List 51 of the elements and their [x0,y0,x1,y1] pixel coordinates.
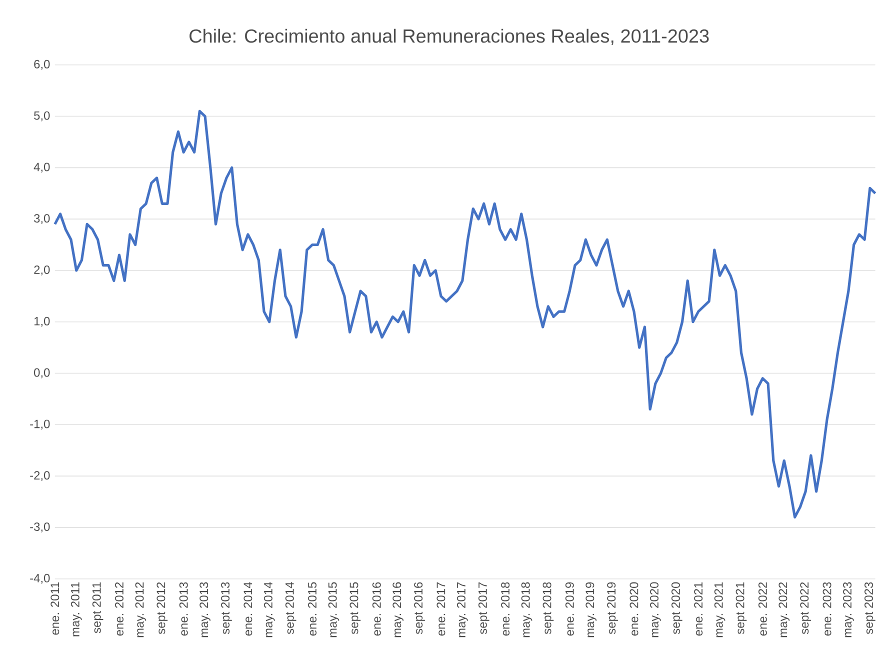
x-tick-label: may. 2021 [714,582,726,638]
x-tick-label: ene. 2021 [694,582,703,636]
x-tick-label: sept 2023 [864,582,876,634]
x-tick-label: ene. 2023 [822,582,832,636]
x-tick-label: may. 2020 [650,582,661,638]
y-tick-label: 6,0 [34,60,50,70]
x-tick-label: ene. 2017 [436,582,446,636]
x-tick-label: may. 2014 [264,582,275,638]
y-tick-label: 0,0 [34,368,50,378]
x-tick-label: ene. 2016 [372,582,381,636]
chart-title: Chile: Crecimiento anual Remuneraciones Reales, 2011-2023 [190,28,709,46]
y-tick-label: 4,0 [34,162,50,173]
x-tick-label: ene. 2011 [50,582,60,635]
x-tick-label: may. 2013 [200,582,210,638]
x-tick-label: sept 2020 [671,582,682,634]
x-tick-label: ene. 2014 [244,582,252,636]
x-tick-label: sept 2017 [478,582,490,634]
x-tick-label: may. 2012 [135,582,146,638]
x-tick-label: ene. 2020 [630,582,638,636]
x-tick-label: sept 2021 [736,582,747,634]
x-tick-label: may. 2023 [843,582,854,638]
x-tick-label: sept 2011 [92,582,104,634]
y-tick-label: -2,0 [30,471,50,482]
x-tick-label: may. 2019 [586,582,597,638]
x-tick-label: sept 2014 [285,582,296,634]
x-tick-label: sept 2016 [414,582,425,634]
x-tick-label: may. 2016 [392,582,404,638]
x-tick-label: sept 2019 [607,582,618,634]
x-tick-label: ene. 2018 [501,582,510,636]
x-tick-label: sept 2012 [156,582,168,634]
x-tick-label: ene. 2012 [114,582,124,636]
x-tick-label: sept 2018 [542,582,554,634]
x-tick-label: may. 2018 [521,582,532,638]
x-tick-label: may. 2015 [328,582,340,638]
x-tick-label: ene. 2013 [179,582,188,636]
x-tick-label: sept 2013 [221,582,232,634]
x-tick-label: ene. 2019 [565,582,574,636]
x-tick-label: may. 2017 [456,582,468,638]
y-tick-label: -1,0 [30,420,50,430]
x-tick-label: sept 2022 [800,582,811,634]
y-tick-label: 5,0 [34,111,50,122]
x-tick-label: ene. 2022 [758,582,767,636]
y-tick-label: -3,0 [30,522,50,533]
x-tick-label: sept 2015 [350,582,361,634]
x-tick-label: ene. 2015 [308,582,317,636]
y-tick-label: 3,0 [34,214,50,224]
x-tick-label: may. 2011 [70,582,82,636]
x-tick-label: may. 2022 [778,582,790,638]
y-tick-label: -4,0 [30,574,50,584]
y-tick-label: 2,0 [34,266,50,276]
y-tick-label: 1,0 [34,317,50,327]
